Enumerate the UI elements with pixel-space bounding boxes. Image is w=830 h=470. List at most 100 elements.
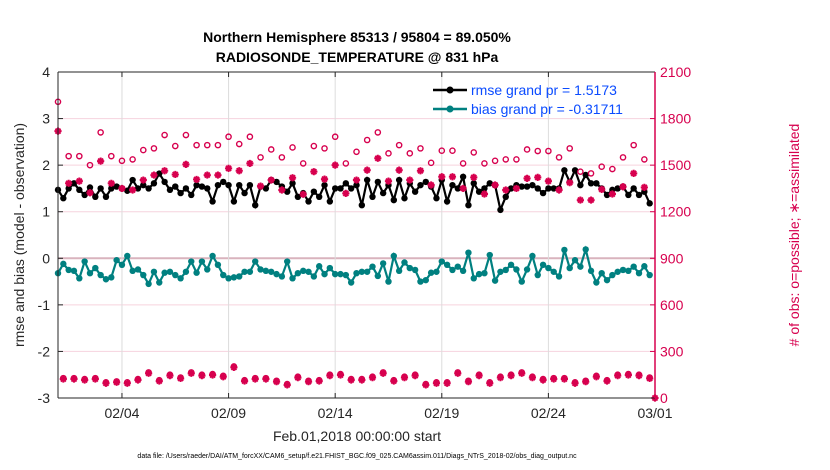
y2-tick-label: 0	[660, 390, 668, 406]
series-3	[54, 127, 648, 204]
data-point	[305, 198, 312, 205]
obs-assimilated-marker	[502, 186, 510, 194]
data-point	[113, 183, 120, 190]
data-point	[406, 264, 414, 272]
x-tick-label: 02/04	[104, 405, 139, 421]
data-point	[76, 275, 83, 282]
data-point	[284, 188, 291, 195]
series-line	[57, 245, 651, 287]
obs-assimilated-marker	[123, 379, 131, 387]
obs-assimilated-marker	[374, 154, 382, 162]
data-point	[497, 268, 504, 275]
obs-possible-marker	[299, 160, 307, 167]
obs-assimilated-marker	[464, 378, 473, 386]
data-point	[369, 263, 376, 270]
obs-possible-marker	[417, 145, 424, 152]
y-tick-label: -1	[38, 297, 51, 313]
axes: -3 -2 -1 0 1 2 3 4 0 300 600 900 1200 1500 1800 2100 02/…	[38, 64, 692, 421]
data-point	[561, 167, 568, 174]
obs-assimilated-marker	[630, 169, 638, 177]
data-point	[635, 269, 643, 277]
data-point	[65, 266, 72, 274]
data-point	[571, 167, 579, 174]
obs-assimilated-marker	[171, 170, 179, 179]
obs-possible-marker	[513, 156, 520, 163]
obs-possible-marker	[235, 140, 243, 148]
data-point	[262, 267, 270, 275]
obs-assimilated-marker	[224, 164, 233, 173]
data-point	[140, 181, 147, 189]
data-point	[539, 261, 547, 269]
data-point	[145, 280, 152, 288]
obs-assimilated-marker	[384, 177, 393, 185]
obs-assimilated-marker	[336, 371, 345, 379]
obs-possible-marker	[566, 145, 574, 152]
obs-assimilated-marker	[587, 196, 595, 204]
obs-assimilated-marker	[86, 189, 94, 197]
data-point	[513, 266, 520, 273]
obs-possible-marker	[619, 154, 627, 161]
y-tick-label: -3	[38, 390, 51, 406]
obs-assimilated-marker	[59, 375, 67, 383]
data-point	[331, 185, 339, 192]
data-point	[108, 274, 115, 281]
obs-possible-marker	[630, 141, 637, 149]
data-point	[294, 193, 302, 201]
obs-possible-marker	[502, 156, 510, 163]
obs-assimilated-marker	[416, 167, 425, 175]
data-point	[363, 268, 371, 275]
obs-possible-marker	[523, 146, 531, 153]
data-point	[443, 198, 451, 205]
obs-assimilated-marker	[470, 173, 478, 182]
data-point	[390, 196, 398, 204]
data-point	[523, 183, 531, 190]
obs-assimilated-marker	[598, 185, 606, 193]
data-point	[193, 181, 200, 189]
data-point	[315, 193, 323, 201]
data-point	[582, 171, 589, 179]
obs-assimilated-marker	[406, 176, 414, 184]
data-point	[534, 185, 541, 192]
obs-possible-marker	[182, 131, 190, 139]
data-point	[172, 183, 179, 190]
data-point	[326, 198, 334, 205]
obs-assimilated-marker	[432, 379, 441, 387]
data-point	[236, 273, 243, 280]
data-point	[342, 271, 350, 279]
data-point	[294, 269, 302, 277]
data-point	[609, 271, 616, 279]
data-point	[577, 181, 584, 189]
data-point	[326, 264, 334, 272]
obs-assimilated-marker	[454, 369, 462, 377]
data-point	[289, 180, 296, 187]
y-tick-label: 3	[42, 111, 50, 127]
obs-possible-marker	[246, 133, 254, 141]
data-point	[166, 186, 174, 194]
y-tick-label: 1	[42, 204, 50, 220]
data-point	[65, 185, 72, 192]
data-point	[539, 189, 547, 197]
obs-possible-marker	[161, 131, 168, 139]
obs-possible-marker	[598, 163, 605, 170]
obs-assimilated-marker	[539, 376, 547, 384]
data-point	[363, 176, 371, 184]
obs-assimilated-marker	[75, 177, 83, 185]
data-point	[305, 268, 312, 275]
data-point	[523, 266, 531, 273]
obs-possible-marker	[108, 152, 115, 160]
data-point	[81, 258, 88, 265]
data-point	[214, 261, 222, 269]
obs-assimilated-marker	[566, 179, 574, 187]
chart-title-line1: Northern Hemisphere 85313 / 95804 = 89.0…	[203, 29, 511, 45]
data-point	[70, 267, 78, 275]
data-point	[331, 270, 339, 278]
data-point	[321, 270, 328, 278]
obs-possible-marker	[363, 136, 371, 144]
data-point	[593, 279, 600, 286]
obs-possible-marker	[97, 129, 104, 136]
data-point	[598, 269, 605, 277]
data-point	[150, 180, 158, 187]
data-point	[582, 246, 589, 253]
data-point	[284, 258, 291, 265]
data-point	[475, 188, 483, 195]
